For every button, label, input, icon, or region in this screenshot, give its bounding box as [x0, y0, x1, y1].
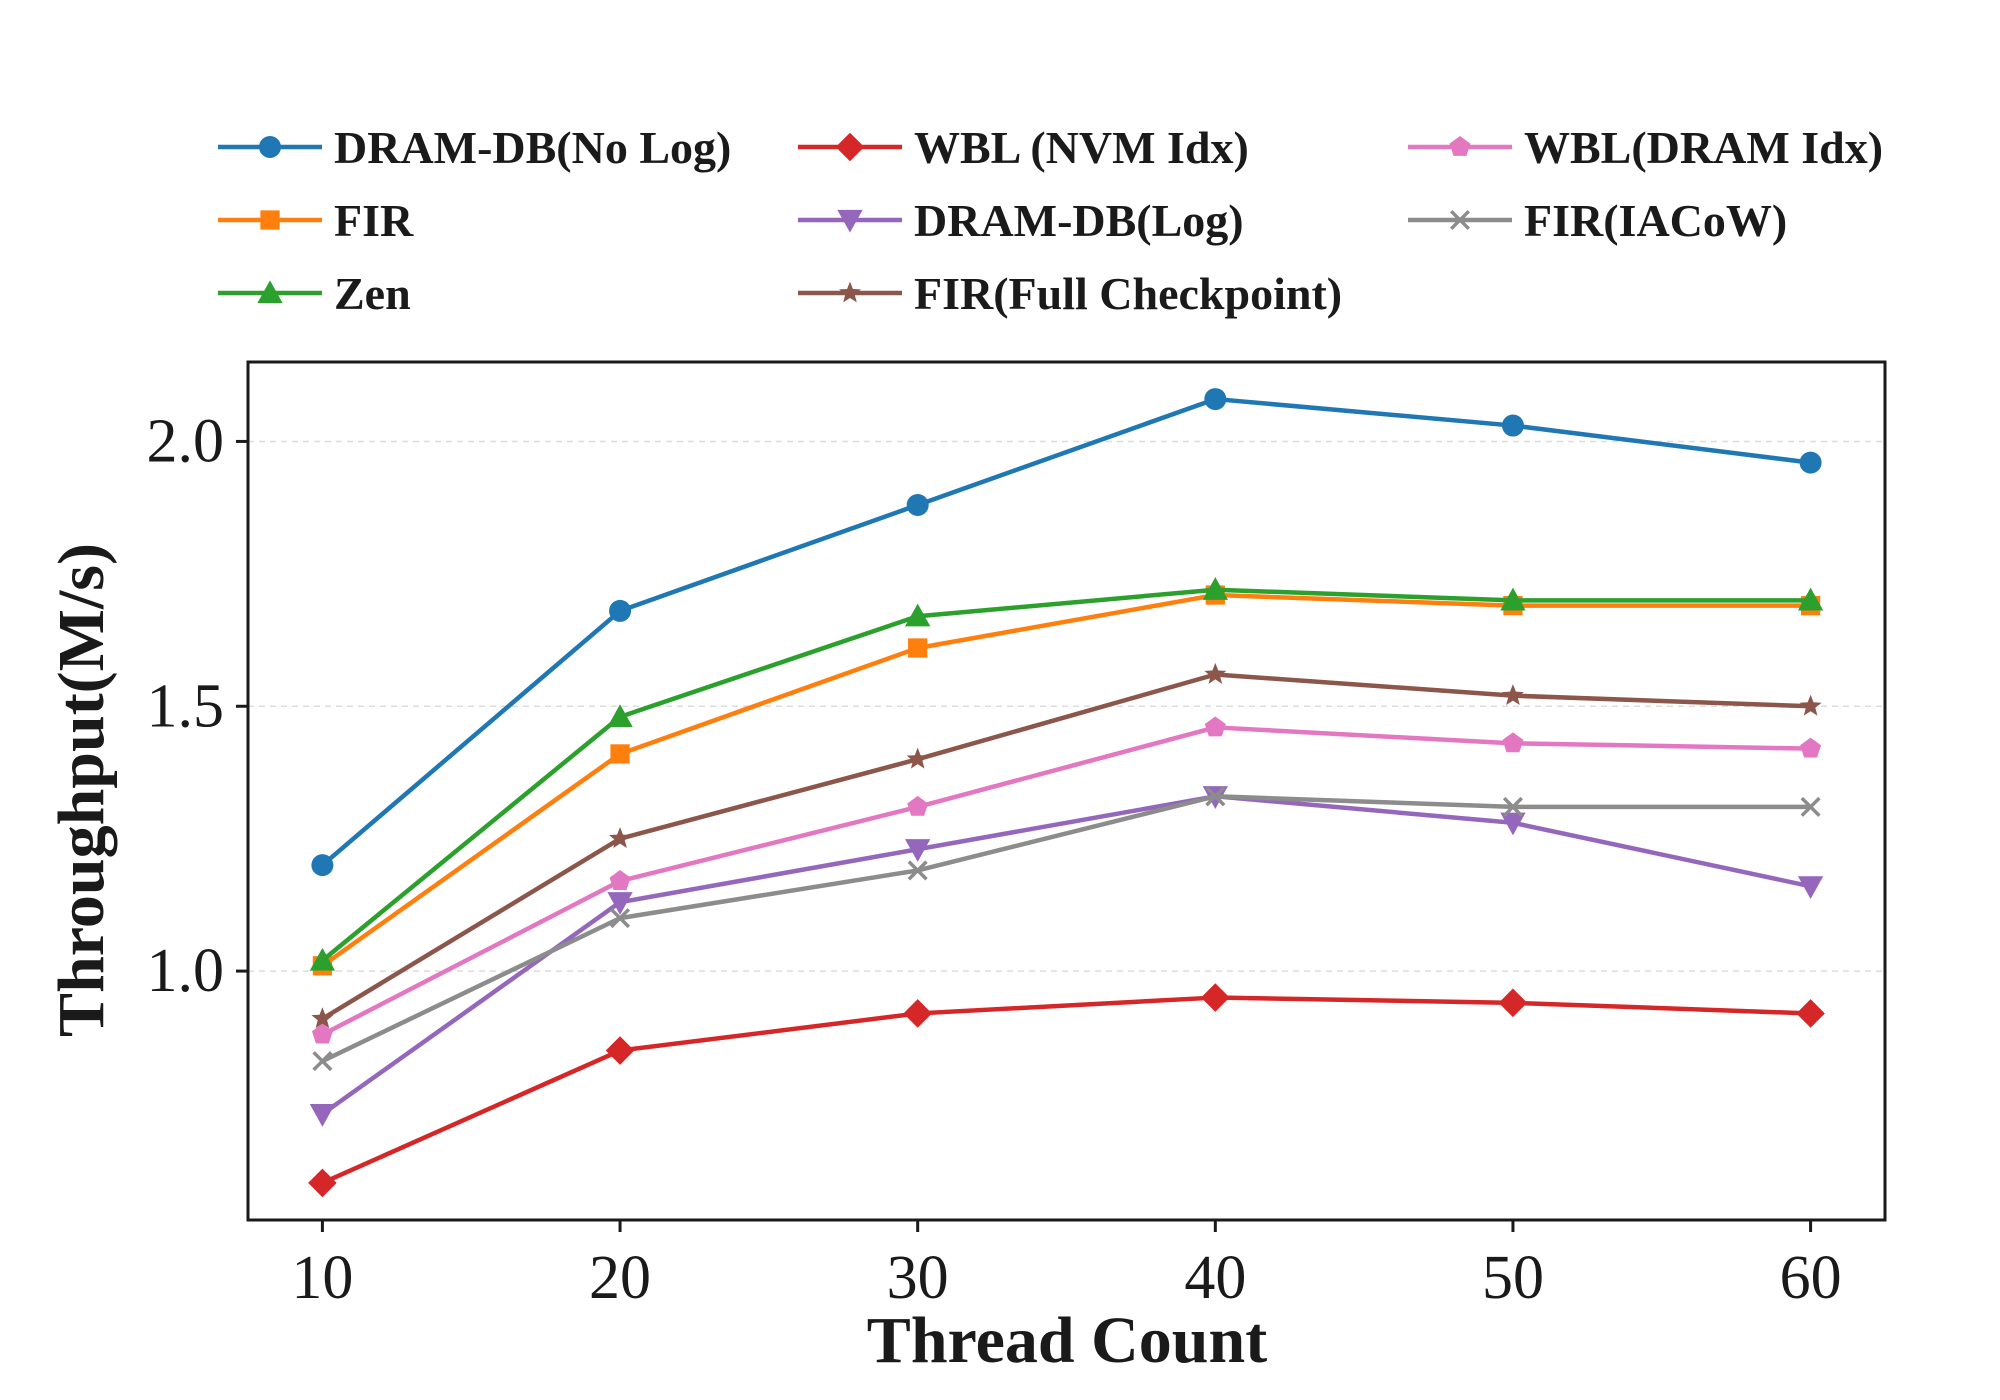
data-point: [609, 827, 632, 849]
data-point: [907, 860, 928, 881]
legend: DRAM-DB(No Log) WBL (NVM Idx) WBL(DRAM Idx…: [218, 122, 1883, 319]
data-point: [1204, 662, 1227, 684]
legend-label: FIR: [334, 195, 414, 246]
y-tick-label: 1.0: [147, 937, 225, 1005]
series-zen: [309, 577, 1824, 971]
data-point: [1796, 999, 1825, 1028]
data-point: [607, 892, 633, 915]
data-point: [1201, 983, 1230, 1012]
legend-label: WBL (NVM Idx): [914, 122, 1249, 173]
data-point: [605, 1036, 635, 1065]
data-point: [1202, 577, 1228, 600]
data-point: [907, 795, 929, 816]
data-point: [908, 638, 928, 658]
legend-label: DRAM-DB(No Log): [334, 122, 731, 173]
legend-marker: [1449, 209, 1471, 231]
data-point: [1502, 732, 1524, 753]
data-point: [609, 599, 632, 622]
series-line: [321, 725, 1811, 1037]
data-point: [312, 1051, 333, 1072]
data-point: [1501, 684, 1524, 706]
data-point: [906, 494, 929, 516]
legend-label: FIR(IACoW): [1524, 195, 1787, 246]
legend-item-fir-full-checkpoint: FIR(Full Checkpoint): [798, 268, 1342, 319]
x-tick-label: 50: [1482, 1244, 1544, 1312]
data-point: [906, 747, 929, 769]
legend-item-wbl-nvm-idx: WBL (NVM Idx): [798, 122, 1249, 173]
legend-item-zen: Zen: [218, 268, 411, 319]
x-tick-label: 10: [291, 1244, 353, 1312]
series-wbl-dram-idx: [311, 716, 1822, 1044]
x-tick-label: 20: [589, 1244, 651, 1312]
data-point: [1204, 716, 1226, 737]
series-line: [320, 587, 1811, 963]
data-point: [903, 999, 932, 1028]
legend-item-dram-db-no-log: DRAM-DB(No Log): [218, 122, 731, 173]
data-point: [1500, 812, 1526, 836]
data-point: [1797, 587, 1824, 611]
data-point: [309, 947, 336, 971]
series-line: [321, 794, 1811, 1064]
data-point: [308, 1168, 337, 1198]
legend-marker: [1449, 136, 1471, 156]
data-point: [311, 1007, 334, 1029]
data-point: [1501, 414, 1524, 437]
data-point: [311, 854, 334, 877]
data-point: [1502, 796, 1523, 817]
series-line: [321, 592, 1811, 968]
data-point: [1204, 388, 1227, 411]
y-tick-label: 1.5: [147, 672, 225, 740]
data-point: [1797, 876, 1824, 899]
data-point: [609, 870, 631, 890]
legend-marker: [835, 132, 865, 162]
x-tick-label: 30: [887, 1244, 949, 1312]
data-point: [1799, 694, 1822, 716]
series-line: [321, 672, 1811, 1021]
legend-marker: [257, 280, 283, 304]
data-series: [308, 388, 1825, 1198]
series-line: [321, 794, 1812, 1116]
data-point: [610, 908, 631, 929]
data-point: [1800, 796, 1821, 817]
data-point: [905, 839, 931, 862]
series-line: [320, 396, 1811, 867]
data-point: [1800, 737, 1822, 758]
y-tick-label: 2.0: [147, 407, 225, 475]
legend-marker: [259, 136, 281, 158]
legend-item-fir-iacow: FIR(IACoW): [1408, 195, 1787, 246]
x-axis-title: Thread Count: [867, 1304, 1267, 1377]
data-point: [905, 603, 931, 627]
series-wbl-nvm-idx: [308, 983, 1825, 1198]
data-point: [1205, 786, 1226, 807]
legend-label: WBL(DRAM Idx): [1524, 122, 1883, 173]
legend-item-wbl-dram-idx: WBL(DRAM Idx): [1408, 122, 1883, 173]
legend-label: FIR(Full Checkpoint): [914, 268, 1342, 319]
data-point: [309, 1103, 336, 1127]
data-point: [610, 744, 630, 764]
series-line: [321, 995, 1811, 1185]
data-point: [311, 1023, 333, 1044]
legend-marker: [839, 281, 861, 303]
axis-ticks: 1.0 1.5 2.0 10 20 30 40 50 60: [147, 407, 1842, 1312]
grid-lines: [248, 440, 1885, 972]
plot-area-frame: [246, 360, 1887, 1222]
series-dram-db-no-log: [311, 388, 1822, 877]
data-point: [1799, 451, 1822, 474]
series-fir-full-checkpoint: [311, 662, 1822, 1029]
x-tick-label: 40: [1184, 1244, 1246, 1312]
series-fir-iacow: [312, 786, 1821, 1072]
legend-item-fir: FIR: [218, 195, 414, 246]
legend-item-dram-db-log: DRAM-DB(Log): [798, 195, 1244, 246]
y-axis-title: Throughput(M/s): [45, 543, 118, 1037]
data-point: [1498, 988, 1528, 1018]
legend-marker: [837, 209, 863, 233]
legend-label: Zen: [334, 268, 411, 319]
data-point: [607, 704, 633, 727]
legend-label: DRAM-DB(Log): [914, 195, 1244, 246]
x-tick-label: 60: [1780, 1244, 1842, 1312]
data-point: [1500, 587, 1526, 611]
legend-marker: [260, 210, 280, 230]
